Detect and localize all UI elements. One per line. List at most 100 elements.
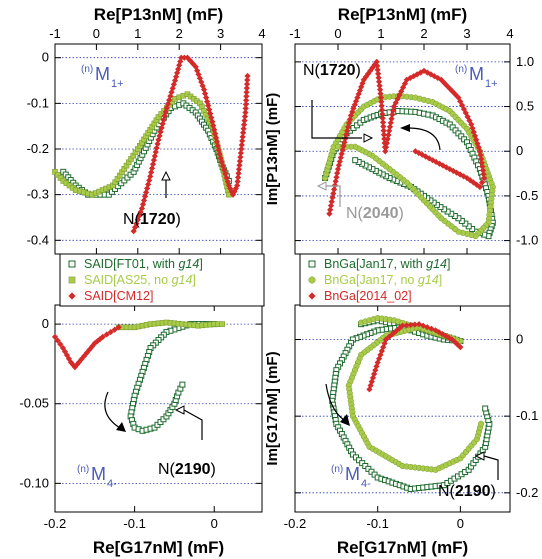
- data-point: [200, 86, 208, 93]
- data-point: [243, 93, 250, 100]
- data-point: [460, 106, 468, 113]
- x-tick-label: -0.1: [366, 516, 388, 531]
- data-point: [376, 82, 383, 89]
- pointer-arrow-head: [174, 405, 185, 415]
- pointer-arrow-shaft: [183, 409, 203, 440]
- legend-label: BnGa[Jan17, no g14]: [324, 273, 442, 287]
- data-point: [86, 346, 93, 353]
- data-point: [308, 276, 316, 284]
- data-point: [440, 79, 448, 86]
- data-point: [479, 167, 487, 174]
- data-point: [239, 133, 246, 140]
- y-tick-label: -0.10: [19, 475, 49, 490]
- multipole-subscript: 4-: [107, 478, 117, 490]
- data-point: [148, 169, 155, 176]
- pointer-arrow-head: [363, 133, 374, 143]
- y-tick-label: 0: [516, 332, 523, 347]
- x-tick-label: -0.2: [44, 516, 66, 531]
- data-point: [378, 106, 386, 114]
- data-point: [403, 76, 410, 83]
- data-point: [234, 174, 242, 181]
- data-point: [333, 174, 340, 181]
- data-point: [381, 135, 388, 142]
- data-point: [389, 330, 396, 338]
- series-light_green: [52, 91, 232, 198]
- x-tick-label: 1: [377, 26, 384, 41]
- data-point: [387, 119, 394, 126]
- data-point: [235, 170, 242, 177]
- data-point: [334, 170, 341, 177]
- data-point: [94, 337, 101, 345]
- pointer-arrow-shaft: [325, 185, 341, 207]
- data-point: [215, 146, 222, 154]
- data-point: [237, 149, 244, 157]
- data-point: [360, 76, 367, 83]
- series-red: [51, 324, 122, 371]
- y-tick-label: -0.3: [27, 187, 49, 202]
- series-red: [366, 321, 464, 393]
- rotation-arrow: [325, 383, 345, 421]
- data-point: [435, 329, 442, 336]
- data-point: [329, 194, 336, 201]
- data-point: [429, 157, 436, 164]
- data-point: [81, 352, 88, 360]
- x-tick-label: 1: [134, 26, 141, 41]
- data-point: [476, 148, 483, 155]
- data-point: [432, 327, 439, 334]
- x-tick-label: 3: [217, 26, 224, 41]
- data-point: [172, 73, 180, 80]
- data-point: [189, 60, 197, 67]
- data-point: [365, 70, 372, 77]
- data-point: [147, 173, 154, 180]
- multipole-superscript: (n): [331, 464, 343, 475]
- data-point: [336, 158, 343, 165]
- data-point: [449, 88, 456, 95]
- data-point: [179, 381, 186, 388]
- data-point: [51, 333, 59, 340]
- multipole-label: (n) M 4-: [331, 464, 371, 490]
- data-point: [330, 186, 338, 193]
- multipole-label: (n) M 1+: [81, 64, 124, 90]
- x-axis-label: Re[P13nM] (mF): [94, 5, 223, 24]
- data-point: [327, 206, 334, 213]
- data-point: [380, 123, 387, 130]
- data-point: [451, 338, 458, 346]
- data-point: [115, 324, 122, 331]
- data-point: [216, 150, 223, 158]
- data-point: [63, 352, 71, 359]
- data-point: [422, 153, 429, 160]
- series-light_green: [115, 319, 225, 331]
- data-point: [379, 115, 386, 122]
- rotation-arrow-head: [116, 422, 126, 432]
- data-point: [150, 157, 157, 164]
- data-point: [242, 109, 249, 116]
- data-point: [383, 140, 390, 147]
- multipole-letter: M: [95, 64, 110, 84]
- y-tick-label: -0.1: [516, 408, 538, 423]
- legend-right: BnGa[Jan17, with g14] BnGa[Jan17, no g14]…: [299, 253, 511, 307]
- data-point: [240, 129, 247, 136]
- data-point: [439, 162, 447, 169]
- y-tick-label: -0.2: [27, 141, 49, 156]
- data-point: [335, 162, 343, 169]
- y-tick-label: 0.5: [516, 99, 534, 114]
- data-point: [470, 179, 477, 186]
- pointer-arrow-head: [316, 181, 327, 191]
- pointer-arrow-head: [474, 451, 485, 461]
- data-point: [107, 328, 114, 336]
- data-point: [396, 325, 403, 332]
- data-point: [420, 322, 427, 329]
- resonance-label-n2190: N(2190): [158, 461, 216, 478]
- data-point: [381, 340, 388, 347]
- data-point: [358, 83, 365, 90]
- data-point: [377, 351, 384, 358]
- data-point: [388, 115, 395, 122]
- y-tick-label: 0: [516, 143, 523, 158]
- data-point: [211, 130, 219, 137]
- data-point: [426, 155, 433, 162]
- data-point: [350, 105, 357, 112]
- data-point: [377, 90, 384, 97]
- legend-left: SAID[FT01, with g14] SAID[AS25, no g14] SA…: [59, 253, 265, 307]
- data-point: [331, 182, 338, 189]
- resonance-label-n1720: N(1720): [123, 211, 181, 228]
